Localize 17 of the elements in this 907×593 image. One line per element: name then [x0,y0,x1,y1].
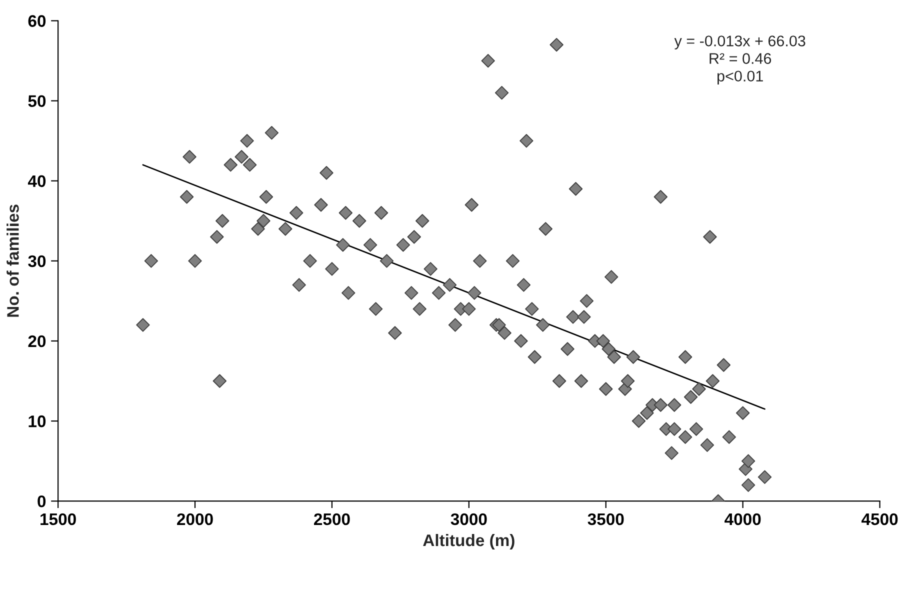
y-tick-label: 0 [38,495,46,508]
x-axis-title: Altitude (m) [423,534,514,550]
x-tick-label: 4500 [862,513,898,526]
x-tick-label: 1500 [40,513,76,526]
x-tick-label: 3000 [450,513,487,526]
y-tick-label: 40 [28,175,46,188]
x-tick-label: 2000 [177,513,213,526]
x-tick-label: 4000 [724,513,761,526]
y-tick-label: 20 [28,335,46,348]
y-tick-label: 30 [28,255,46,268]
y-tick-label: 10 [28,415,46,428]
x-tick-label: 3500 [588,513,624,526]
y-tick-label: 50 [28,95,46,108]
y-axis-title: No. of families [6,204,19,317]
x-tick-label: 2500 [314,513,350,526]
annotation: y = -0.013x + 66.03 R² = 0.46 p<0.01 [674,36,806,85]
y-tick-label: 60 [28,15,46,27]
